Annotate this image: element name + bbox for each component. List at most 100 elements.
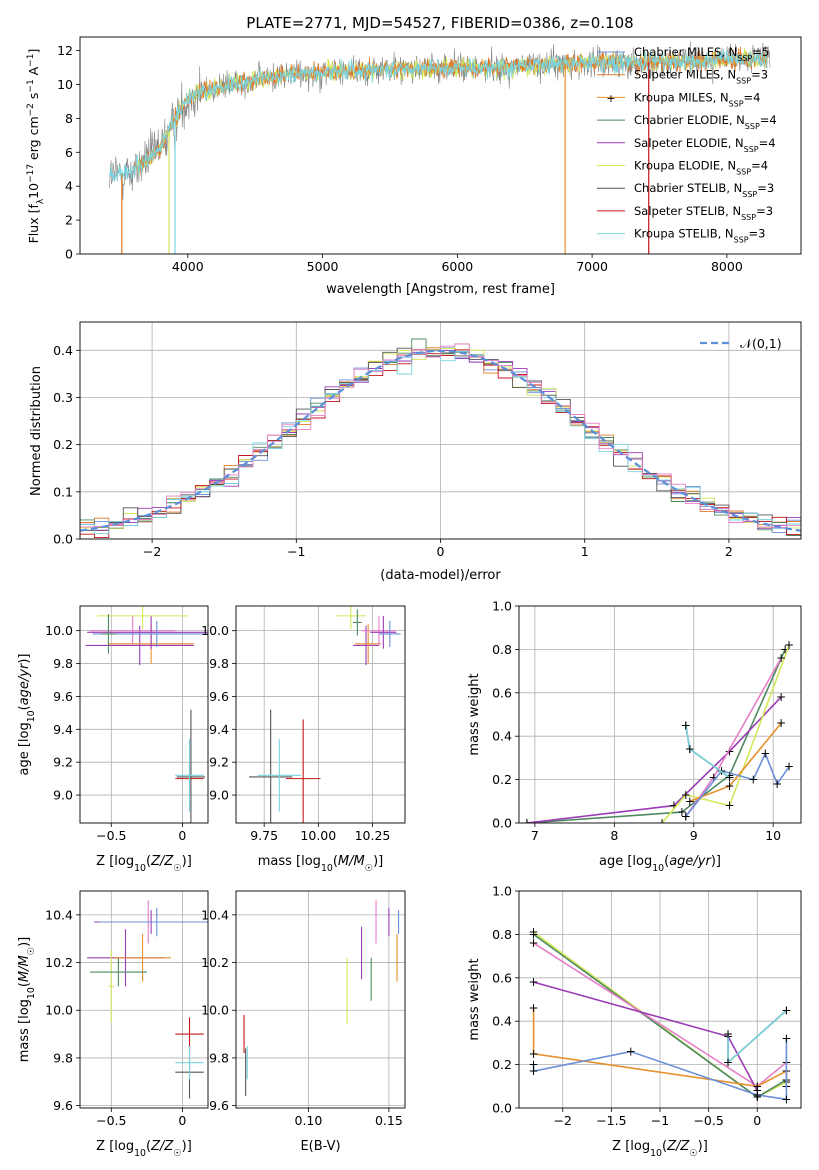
label-part: Z [log bbox=[96, 854, 134, 869]
mass-weight-point: + bbox=[776, 651, 786, 665]
y-tick-label: 12 bbox=[57, 43, 73, 58]
x-tick-label: 10.00 bbox=[300, 828, 336, 843]
label-part: −1 bbox=[26, 54, 36, 67]
x-tick-label: −0.5 bbox=[693, 1113, 723, 1128]
x-tick-label: 0 bbox=[178, 1113, 186, 1128]
data-point-errorbar bbox=[175, 1046, 204, 1080]
data-point-errorbar bbox=[99, 907, 208, 937]
legend-label-sub: SSP bbox=[742, 190, 757, 199]
x-tick-label: 0.10 bbox=[295, 1113, 323, 1128]
label-part: ( bbox=[146, 854, 151, 869]
mass-weight-point: + bbox=[529, 1001, 539, 1015]
x-axis-label: Z [log10(Z/Z☉)] bbox=[96, 1139, 192, 1159]
legend-label: Chabrier STELIB, NSSP=3 bbox=[634, 181, 774, 199]
mass-weight-point: + bbox=[529, 936, 539, 950]
legend-label-sub: SSP bbox=[736, 167, 751, 176]
data-point-errorbar bbox=[114, 933, 172, 982]
label-part: ( bbox=[17, 705, 32, 710]
legend-label-main: Kroupa ELODIE, N bbox=[634, 159, 736, 173]
legend-label-main: Chabrier MILES, N bbox=[634, 45, 737, 59]
axes-frame bbox=[518, 605, 802, 824]
y-axis-label: mass weight bbox=[467, 673, 482, 755]
mass-weight-point: + bbox=[522, 816, 532, 830]
panel-spectrum: 4000 5000 6000 7000 8000 0 2 4 6 8 10 12 Chabrier MI… bbox=[26, 36, 802, 297]
label-part: −17 bbox=[26, 164, 36, 183]
legend-label-tail: =4 bbox=[744, 90, 761, 104]
axes-frame bbox=[235, 605, 406, 824]
x-axis-label: mass [log10(M/M☉)] bbox=[258, 854, 384, 874]
label-part: s bbox=[26, 93, 41, 104]
y-tick-label: 10.0 bbox=[45, 623, 73, 638]
y-tick-label: 9.8 bbox=[209, 656, 229, 671]
y-tick-label: 10 bbox=[57, 77, 73, 92]
legend-label-sub: SSP bbox=[736, 76, 751, 85]
y-tick-label: 0 bbox=[65, 247, 73, 262]
legend-label-sub: SSP bbox=[734, 235, 749, 244]
mass-weight-point: + bbox=[724, 770, 734, 784]
data-point-errorbar bbox=[355, 624, 382, 664]
panel-weight-vs-Z: +++++++++++++++++++++ ++++++++ −2 −1.5 −1 −0.… bbox=[467, 884, 802, 1159]
y-tick-label: 0.4 bbox=[492, 1014, 512, 1029]
legend-label-tail: =3 bbox=[757, 181, 774, 195]
x-tick-label: 0.15 bbox=[375, 1113, 403, 1128]
mass-weight-point: + bbox=[529, 927, 539, 941]
mass-weight-series-line bbox=[685, 725, 730, 779]
mass-weight-point: + bbox=[681, 718, 691, 732]
label-part: age [log bbox=[599, 854, 652, 869]
mass-weight-series-line bbox=[727, 1009, 787, 1065]
y-tick-label: 0.0 bbox=[492, 1101, 512, 1116]
y-tick-label: 9.2 bbox=[209, 755, 229, 770]
x-tick-label: −1 bbox=[287, 544, 305, 559]
y-tick-label: 0.4 bbox=[492, 729, 512, 744]
y-tick-label: 0.8 bbox=[492, 642, 512, 657]
y-tick-label: 10.0 bbox=[201, 623, 229, 638]
y-tick-label: 10.0 bbox=[45, 1003, 73, 1018]
y-tick-label: 0.1 bbox=[53, 484, 73, 499]
label-part: ( bbox=[333, 854, 338, 869]
mass-weight-series-line bbox=[685, 751, 790, 817]
y-tick-label: 9.8 bbox=[209, 1050, 229, 1065]
mass-weight-point: + bbox=[752, 1088, 762, 1102]
label-part: mass [log bbox=[258, 854, 321, 869]
label-part: age/yr bbox=[669, 854, 712, 869]
panel-residuals: −2 −1 0 1 2 0.0 0.1 0.2 0.3 0.4 𝒩(0,1) (data-model)… bbox=[29, 321, 802, 583]
label-part: ☉ bbox=[173, 1148, 181, 1159]
mass-weight-point: + bbox=[529, 1047, 539, 1061]
x-tick-label: −0.5 bbox=[96, 828, 126, 843]
y-tick-label: 9.6 bbox=[209, 1098, 229, 1113]
figure-title: PLATE=2771, MJD=54527, FIBERID=0386, z=0… bbox=[246, 14, 633, 32]
y-tick-label: 0.8 bbox=[492, 927, 512, 942]
legend-label-tail: =4 bbox=[759, 136, 776, 150]
label-part: Z/Z bbox=[150, 854, 174, 869]
y-tick-label: 9.8 bbox=[53, 656, 73, 671]
mass-weight-point: + bbox=[723, 1027, 733, 1041]
mass-weight-point: + bbox=[681, 809, 691, 823]
mass-weight-point: + bbox=[760, 747, 770, 761]
label-part: 10 bbox=[134, 1148, 146, 1159]
legend-label: Salpeter ELODIE, NSSP=4 bbox=[634, 136, 776, 154]
legend-label-sub: SSP bbox=[745, 122, 760, 131]
y-tick-label: 9.0 bbox=[53, 788, 73, 803]
mass-weight-point: + bbox=[724, 768, 734, 782]
mass-weight-series-line bbox=[661, 644, 790, 823]
y-tick-label: 0.2 bbox=[492, 772, 512, 787]
data-point-errorbar bbox=[353, 625, 379, 666]
mass-weight-point: + bbox=[709, 770, 719, 784]
y-tick-label: 0.4 bbox=[53, 343, 73, 358]
label-part: Z [log bbox=[96, 1139, 134, 1154]
label-part: )] bbox=[373, 854, 383, 869]
legend-label-sub: SSP bbox=[737, 54, 752, 63]
y-tick-label: 8 bbox=[65, 111, 73, 126]
mass-weight-point: + bbox=[748, 773, 758, 787]
mass-weight-point: + bbox=[685, 742, 695, 756]
legend-label-sub: SSP bbox=[744, 144, 759, 153]
legend-label: Chabrier MILES, NSSP=5 bbox=[634, 45, 769, 63]
label-part: ] bbox=[26, 49, 41, 54]
mass-weight-point: + bbox=[780, 642, 790, 656]
y-tick-label: 0.0 bbox=[492, 816, 512, 831]
x-axis-label: Z [log10(Z/Z☉)] bbox=[612, 1139, 708, 1159]
data-point-errorbar bbox=[353, 609, 362, 636]
mass-weight-point: + bbox=[681, 788, 691, 802]
y-axis-label: mass [log10(M/M☉)] bbox=[17, 937, 37, 1063]
